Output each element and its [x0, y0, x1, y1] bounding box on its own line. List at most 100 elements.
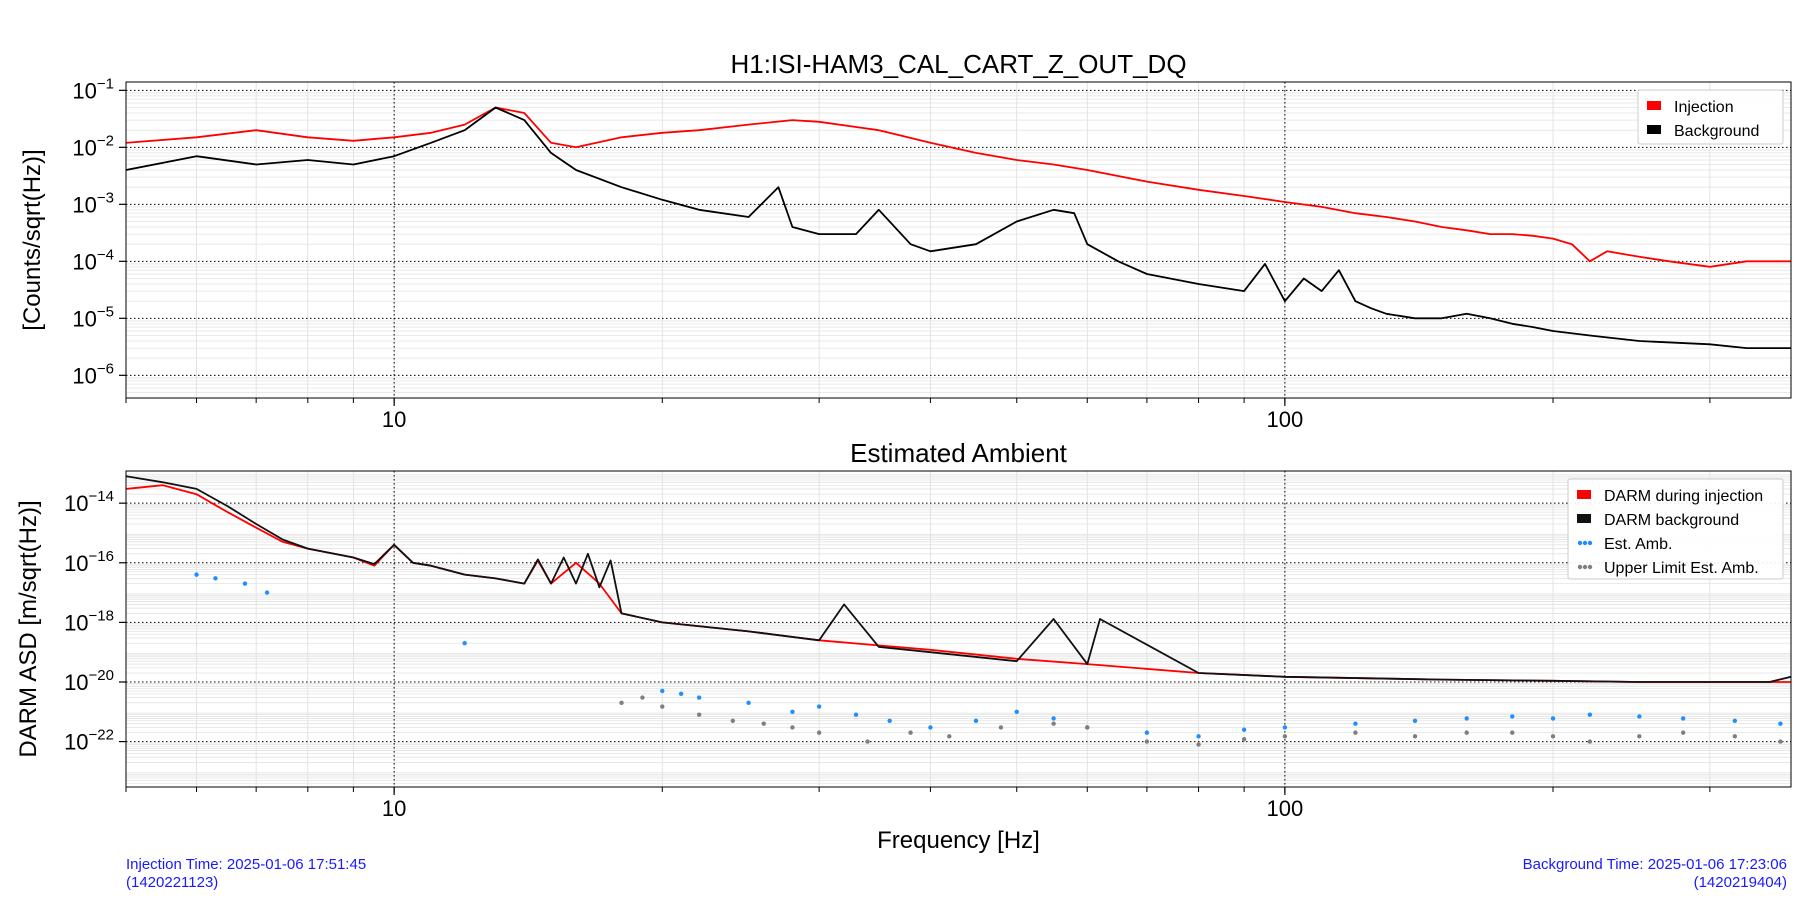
- data-point: [1085, 725, 1090, 730]
- data-point: [660, 704, 665, 709]
- y-tick-label: 10−18: [64, 607, 114, 635]
- y-tick-label: 10−4: [72, 246, 114, 274]
- data-point: [1587, 739, 1593, 744]
- background-time-footer: Background Time: 2025-01-06 17:23:06 (14…: [1523, 856, 1787, 892]
- data-point: [816, 730, 822, 735]
- data-point: [928, 725, 933, 730]
- data-point: [1196, 742, 1201, 747]
- x-tick-label: 100: [1267, 407, 1304, 432]
- data-point: [1778, 739, 1783, 744]
- series-3-points: [619, 695, 1783, 747]
- legend-label: DARM background: [1604, 512, 1739, 529]
- data-point: [1732, 734, 1738, 739]
- data-point: [947, 734, 952, 739]
- data-point: [1282, 725, 1288, 730]
- y-tick-label: 10−1: [72, 75, 114, 103]
- data-point: [1051, 716, 1056, 721]
- data-point: [998, 725, 1004, 730]
- data-point: [730, 718, 736, 723]
- x-tick-label: 10: [382, 796, 406, 821]
- y-axis-label: DARM ASD [m/sqrt(Hz)]: [15, 500, 42, 757]
- legend-swatch: [1647, 125, 1661, 134]
- data-point: [790, 725, 795, 730]
- series-0-line: [126, 106, 1791, 268]
- legend-box: [1637, 89, 1784, 145]
- series-1-line: [126, 106, 1791, 350]
- chart-title: Estimated Ambient: [850, 438, 1068, 468]
- data-point: [1680, 716, 1686, 721]
- y-tick-label: 10−5: [72, 303, 114, 331]
- data-point: [865, 739, 870, 744]
- series-group: [126, 106, 1791, 350]
- legend-box: [1567, 478, 1784, 580]
- x-tick-label: 100: [1267, 796, 1304, 821]
- data-point: [816, 704, 822, 709]
- series-2-points: [194, 572, 1783, 739]
- series-group: [126, 475, 1791, 747]
- legend-marker: [1587, 540, 1593, 546]
- data-point: [853, 712, 859, 717]
- data-point: [1510, 730, 1515, 735]
- data-point: [678, 691, 684, 697]
- background-gps-label: (1420219404): [1693, 874, 1787, 891]
- x-tick-label: 10: [382, 407, 406, 432]
- injection-gps-label: (1420221123): [126, 874, 219, 891]
- data-point: [1412, 718, 1418, 723]
- y-tick-label: 10−22: [64, 727, 114, 755]
- legend-swatch: [1577, 514, 1591, 523]
- data-point: [1196, 734, 1201, 739]
- legend-marker: [1587, 564, 1593, 570]
- data-point: [1144, 739, 1150, 744]
- data-point: [908, 730, 913, 735]
- data-point: [1353, 730, 1358, 735]
- legend-marker: [1582, 564, 1588, 570]
- y-tick-label: 10−3: [72, 189, 114, 217]
- data-point: [1510, 714, 1515, 719]
- data-point: [619, 700, 624, 706]
- data-point: [1464, 716, 1469, 721]
- y-tick-label: 10−6: [72, 360, 114, 388]
- y-tick-label: 10−20: [64, 667, 114, 695]
- legend-marker: [1577, 540, 1583, 546]
- lower-panel: 10 100 10−14 10−16 10−18 10−20 10−22 Estimated …: [15, 438, 1792, 854]
- legend-swatch: [1577, 490, 1591, 499]
- x-axis-label: Frequency [Hz]: [877, 827, 1040, 854]
- background-time-label: Background Time: 2025-01-06 17:23:06: [1522, 856, 1787, 873]
- data-point: [1732, 718, 1738, 723]
- y-tick-label: 10−2: [72, 132, 114, 160]
- data-point: [1282, 734, 1288, 739]
- legend-label: Est. Amb.: [1604, 536, 1672, 553]
- y-axis-label: [Counts/sqrt(Hz)]: [19, 149, 46, 330]
- series-1-line: [126, 475, 1791, 683]
- data-point: [1412, 734, 1418, 739]
- legend-label: DARM during injection: [1604, 488, 1763, 505]
- data-point: [696, 712, 702, 717]
- data-point: [1014, 709, 1019, 715]
- legend-label: Injection: [1674, 99, 1734, 116]
- data-point: [1353, 721, 1358, 726]
- legend-marker: [1582, 540, 1588, 546]
- data-point: [194, 572, 199, 577]
- data-point: [1637, 734, 1642, 739]
- data-point: [1241, 727, 1247, 732]
- legend-marker: [1577, 564, 1583, 570]
- data-point: [1550, 734, 1556, 739]
- data-point: [1680, 730, 1686, 735]
- injection-time-label: Injection Time: 2025-01-06 17:51:45: [126, 856, 367, 873]
- y-tick-label: 10−14: [64, 488, 114, 516]
- data-point: [640, 695, 645, 700]
- plot-frame: [125, 470, 1792, 788]
- legend-swatch: [1647, 101, 1661, 110]
- grid: [119, 82, 1791, 406]
- data-point: [1051, 721, 1056, 726]
- data-point: [746, 700, 751, 706]
- data-point: [1778, 721, 1783, 726]
- data-point: [790, 709, 795, 715]
- y-tick-label: 10−16: [64, 548, 114, 576]
- data-point: [264, 590, 270, 595]
- data-point: [1637, 714, 1642, 719]
- upper-panel: 10 100 10−1 10−2 10−3 10−4 10−5 10−6 H1:ISI-HAM3…: [19, 49, 1792, 432]
- grid: [119, 471, 1791, 795]
- data-point: [1464, 730, 1469, 735]
